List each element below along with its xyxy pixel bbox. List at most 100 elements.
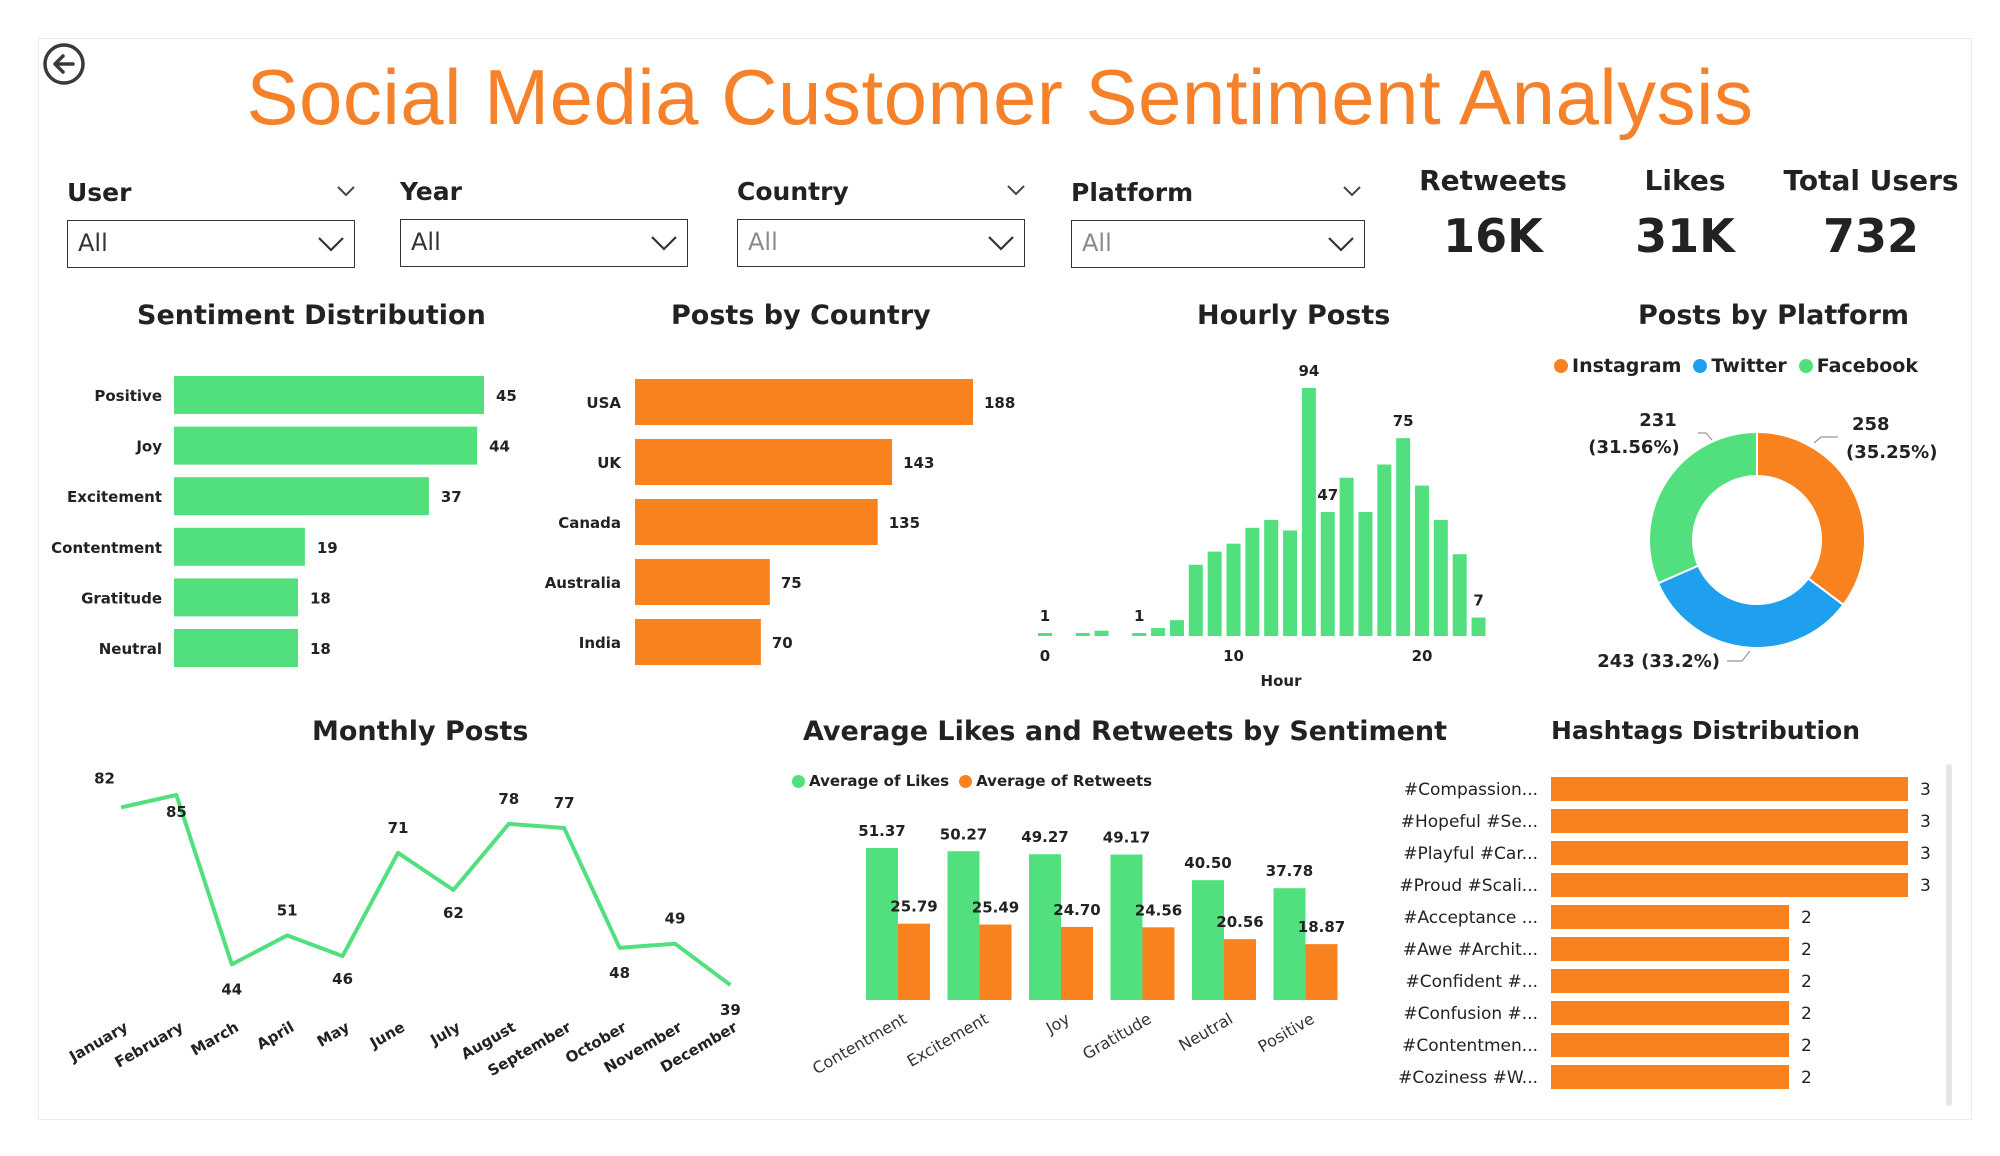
platform-leader-line [1813,436,1838,444]
platform-legend: Instagram Twitter Facebook [1554,355,1918,377]
legend-dot [959,774,973,788]
legend-item-likes[interactable]: Average of Likes [792,772,949,790]
avg-likes-bar [1273,888,1306,1000]
avg-retweets-value-label: 24.70 [1053,901,1100,919]
monthly-value-label: 78 [498,790,519,808]
chart-title-hourly: Hourly Posts [1197,300,1391,331]
hourly-bar [1245,527,1260,636]
monthly-value-label: 77 [554,794,575,812]
country-value-label: 75 [781,574,802,592]
avg-likes-value-label: 37.78 [1266,862,1313,880]
country-category-label: India [579,634,621,652]
platform-slice-pct: (35.25%) [1846,442,1937,463]
hashtag-bar [1551,841,1908,865]
sentiment-category-label: Joy [135,438,162,456]
legend-item-twitter[interactable]: Twitter [1693,355,1787,377]
hourly-bar [1320,512,1335,636]
slicer-country-value: All [748,228,778,256]
hourly-bar [1471,617,1486,636]
avg-retweets-value-label: 24.56 [1135,901,1182,919]
hashtag-category-label: #Awe #Archit... [1403,940,1538,960]
hashtag-category-label: #Coziness #W... [1398,1068,1538,1088]
country-bar [635,439,893,485]
sentiment-bar [174,578,298,617]
legend-item-facebook[interactable]: Facebook [1798,355,1918,377]
hashtag-value-label: 2 [1801,1004,1812,1024]
back-arrow-icon[interactable] [42,42,86,86]
country-category-label: Australia [545,574,621,592]
monthly-value-label: 82 [94,769,115,787]
slicer-platform: Platform All [1071,178,1365,274]
monthly-value-label: 49 [665,910,686,928]
hourly-bar [1358,512,1373,636]
sentiment-value-label: 45 [496,387,517,405]
legend-label: Twitter [1711,355,1787,377]
chevron-down-icon[interactable] [1005,179,1027,201]
hourly-bar [1188,564,1203,636]
hashtag-value-label: 2 [1801,1036,1812,1056]
slicer-user-value: All [78,229,108,257]
hourly-bar [1038,633,1052,636]
platform-slice-label: 258 [1852,414,1890,435]
hourly-bar [1207,551,1222,636]
hourly-value-label: 94 [1298,362,1319,380]
hourly-bar [1377,464,1392,636]
monthly-value-label: 71 [388,819,409,837]
monthly-value-label: 62 [443,904,464,922]
hashtag-category-label: #Confusion #... [1403,1004,1538,1024]
dropdown-arrow-icon [1328,237,1354,252]
likes-retweets-x-tick: Neutral [1175,1009,1236,1055]
hourly-value-label: 1 [1040,607,1050,625]
slicer-country-dropdown[interactable]: All [737,219,1025,267]
chevron-down-icon[interactable] [335,180,357,202]
platform-slice [1756,430,1866,607]
legend-item-instagram[interactable]: Instagram [1554,355,1681,377]
monthly-x-tick: March [188,1018,242,1060]
chevron-down-icon[interactable] [1341,180,1363,202]
kpi-likes-label: Likes [1644,164,1726,197]
legend-item-retweets[interactable]: Average of Retweets [959,772,1152,790]
country-value-label: 143 [903,454,934,472]
avg-likes-value-label: 50.27 [940,825,987,843]
country-bar [635,379,973,425]
platform-leader-line [1698,432,1713,441]
platform-slice-label: 231 [1639,410,1677,431]
avg-retweets-bar [898,923,930,1000]
hourly-bar [1169,620,1184,636]
platform-slice [1648,430,1758,585]
hourly-bar [1094,630,1109,636]
avg-retweets-value-label: 25.79 [890,898,937,916]
hourly-bar [1151,628,1166,636]
hourly-bar [1452,554,1467,636]
kpi-retweets: Retweets 16K [1398,164,1588,263]
kpi-likes-value: 31K [1635,209,1735,263]
hourly-value-label: 75 [1393,412,1414,430]
sentiment-bar [174,426,478,465]
hashtag-value-label: 3 [1920,876,1931,896]
country-value-label: 188 [984,394,1015,412]
kpi-total-users: Total Users 732 [1776,164,1966,263]
hashtag-value-label: 2 [1801,1068,1812,1088]
hashtag-value-label: 3 [1920,780,1931,800]
platform-slice-pct: (31.56%) [1588,437,1679,458]
sentiment-bar [174,376,484,414]
slicer-user-dropdown[interactable]: All [67,220,355,268]
slicer-platform-dropdown[interactable]: All [1071,220,1365,268]
avg-retweets-bar [1142,927,1175,1000]
legend-label: Average of Likes [809,772,950,790]
hourly-bar [1415,485,1429,636]
country-category-label: Canada [558,514,621,532]
hashtag-category-label: #Compassion... [1404,780,1538,800]
slicer-year-label: Year [400,177,462,206]
avg-likes-value-label: 49.17 [1103,829,1150,847]
hourly-bar [1433,519,1448,636]
hashtags-scrollbar[interactable] [1946,764,1952,1106]
monthly-x-tick: April [254,1018,298,1054]
avg-retweets-bar [1061,926,1093,1000]
avg-likes-bar [1192,880,1224,1000]
hourly-x-tick: 0 [1040,647,1050,665]
hashtag-bar [1551,809,1908,833]
slicer-year-dropdown[interactable]: All [400,219,688,267]
monthly-value-label: 46 [332,970,353,988]
kpi-retweets-label: Retweets [1419,164,1567,197]
